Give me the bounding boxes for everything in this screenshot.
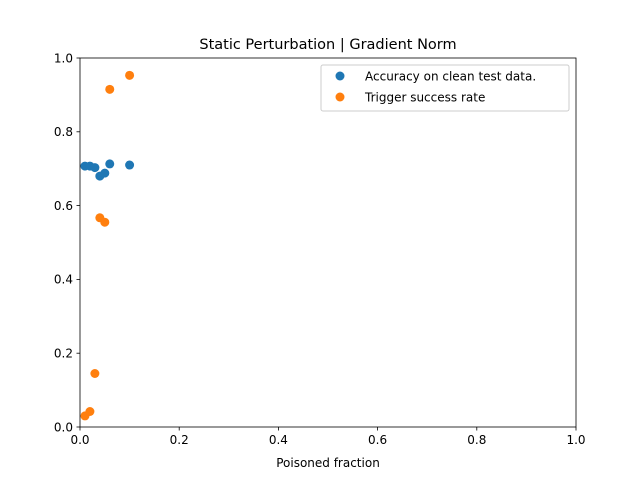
x-tick-label: 0.6 bbox=[368, 433, 387, 447]
data-point bbox=[125, 160, 135, 170]
x-tick-label: 0.2 bbox=[170, 433, 189, 447]
y-axis-ticks: 0.0 0.2 0.4 0.6 0.8 1.0 bbox=[54, 51, 80, 434]
y-tick-label: 0.0 bbox=[54, 420, 73, 434]
x-axis-label: Poisoned fraction bbox=[276, 456, 380, 470]
data-point bbox=[100, 168, 110, 178]
chart-title: Static Perturbation | Gradient Norm bbox=[199, 37, 456, 53]
legend-label-accuracy: Accuracy on clean test data. bbox=[365, 70, 536, 84]
data-point bbox=[105, 84, 115, 94]
x-tick-label: 0.0 bbox=[70, 433, 89, 447]
y-tick-label: 1.0 bbox=[54, 51, 73, 65]
x-tick-label: 1.0 bbox=[566, 433, 585, 447]
plot-area bbox=[80, 58, 576, 427]
series-1 bbox=[80, 70, 135, 421]
data-point bbox=[85, 407, 95, 417]
legend-box bbox=[320, 64, 570, 112]
y-tick-label: 0.8 bbox=[54, 125, 73, 139]
legend-marker-accuracy bbox=[335, 71, 345, 81]
y-tick-label: 0.2 bbox=[54, 347, 73, 361]
data-point bbox=[105, 159, 115, 169]
data-point bbox=[90, 368, 100, 378]
data-point bbox=[125, 70, 135, 80]
y-tick-label: 0.4 bbox=[54, 273, 73, 287]
data-point bbox=[90, 163, 100, 173]
y-tick-label: 0.6 bbox=[54, 199, 73, 213]
legend-label-trigger: Trigger success rate bbox=[364, 91, 485, 105]
x-tick-label: 0.8 bbox=[467, 433, 486, 447]
series-0 bbox=[80, 159, 135, 181]
x-axis-ticks: 0.0 0.2 0.4 0.6 0.8 1.0 bbox=[70, 427, 586, 447]
data-point bbox=[100, 217, 110, 227]
x-tick-label: 0.4 bbox=[269, 433, 288, 447]
legend-marker-trigger bbox=[335, 92, 345, 102]
data-points bbox=[80, 70, 135, 421]
plot-frame bbox=[79, 57, 577, 428]
legend: Accuracy on clean test data. Trigger suc… bbox=[320, 64, 570, 112]
